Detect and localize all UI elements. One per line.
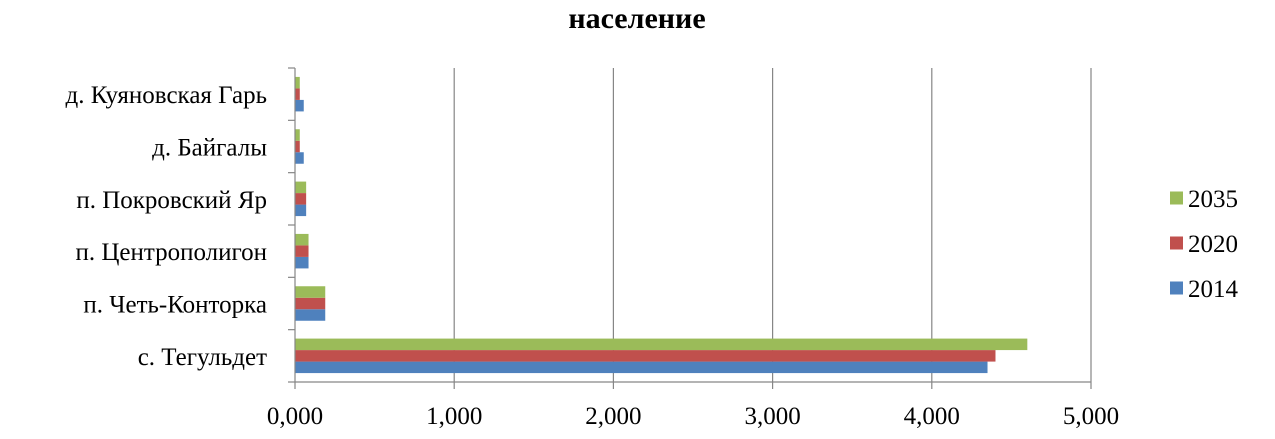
bar: [295, 152, 304, 164]
bar: [295, 99, 304, 112]
chart-title: население: [568, 2, 705, 35]
bar: [295, 193, 307, 205]
legend-swatch: [1170, 191, 1183, 205]
legend-label: 2035: [1188, 186, 1238, 213]
bar: [295, 245, 309, 257]
bar: [295, 338, 1028, 351]
bar: [295, 129, 300, 141]
bar: [295, 309, 326, 321]
gridlines: [453, 68, 1092, 382]
category-label: д. Байгалы: [152, 135, 267, 162]
labels: с. Тегульдет п. Четь-Конторка п. Центропол…: [66, 82, 1120, 430]
bar: [295, 76, 300, 89]
x-tick-label: 3,000: [744, 403, 800, 430]
bar: [295, 361, 988, 374]
bar: [295, 140, 300, 153]
x-tick-label: 4,000: [904, 403, 960, 430]
bar: [295, 88, 300, 100]
x-tick-label: 1,000: [426, 403, 482, 430]
category-label: п. Центрополигон: [75, 239, 267, 266]
category-label: д. Куяновская Гарь: [66, 82, 267, 109]
category-label: п. Четь-Конторка: [83, 292, 267, 319]
legend-label: 2020: [1188, 231, 1238, 258]
bar: [295, 181, 307, 194]
bar: [295, 256, 309, 269]
x-tick-label: 5,000: [1063, 403, 1119, 430]
bar: [295, 350, 996, 362]
category-label: п. Покровский Яр: [76, 187, 267, 214]
legend-label: 2014: [1188, 276, 1239, 303]
x-tick-label: 2,000: [585, 403, 641, 430]
x-tick-label: 0,000: [267, 403, 323, 430]
bar: [295, 286, 326, 298]
bar: [295, 297, 326, 310]
category-label: с. Тегульдет: [138, 344, 267, 371]
bars: [295, 76, 1028, 374]
axes: [288, 67, 1092, 389]
legend-swatch: [1170, 281, 1183, 295]
legend: 2035 2020 2014: [1170, 186, 1239, 303]
bar: [295, 204, 307, 217]
legend-swatch: [1170, 236, 1183, 250]
bar: [295, 233, 309, 246]
